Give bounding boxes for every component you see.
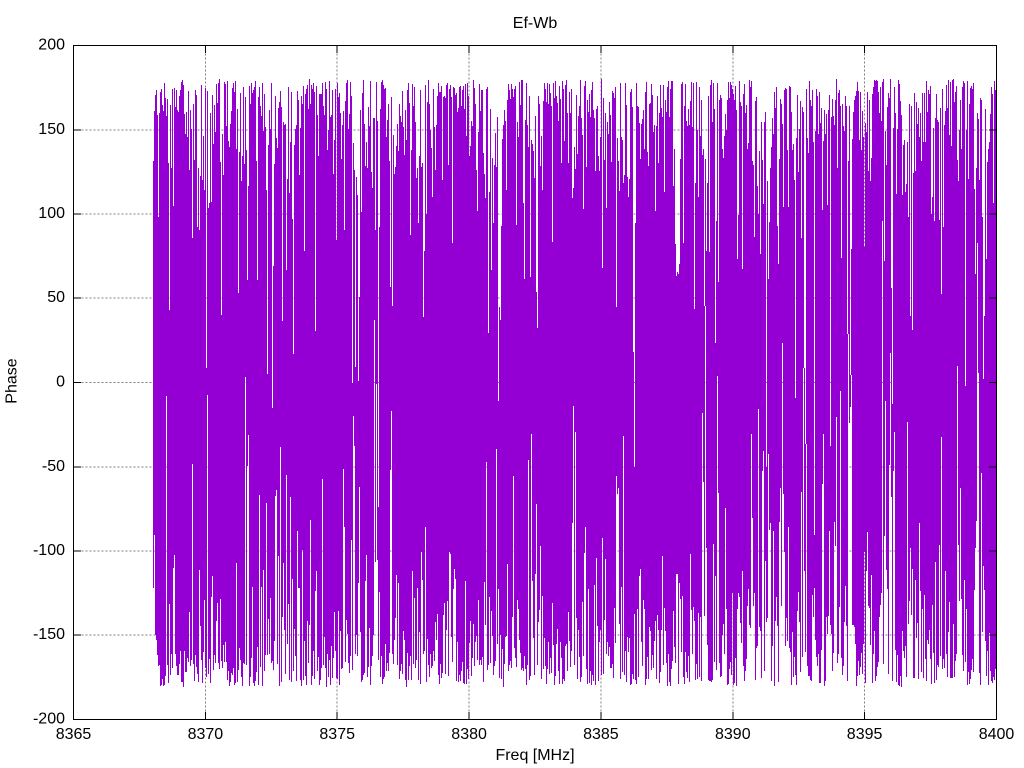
svg-text:8395: 8395: [847, 726, 883, 743]
svg-text:0: 0: [56, 374, 65, 391]
svg-text:50: 50: [47, 289, 65, 306]
svg-text:8385: 8385: [583, 726, 619, 743]
svg-text:8380: 8380: [451, 726, 487, 743]
svg-text:-100: -100: [33, 542, 65, 559]
svg-text:8375: 8375: [319, 726, 355, 743]
svg-text:8370: 8370: [188, 726, 224, 743]
svg-text:Freq [MHz]: Freq [MHz]: [495, 747, 574, 764]
svg-text:-200: -200: [33, 711, 65, 728]
svg-text:Phase: Phase: [4, 358, 21, 403]
svg-text:-150: -150: [33, 626, 65, 643]
svg-text:8365: 8365: [56, 726, 92, 743]
svg-text:Ef-Wb: Ef-Wb: [513, 15, 558, 32]
svg-text:8400: 8400: [979, 726, 1015, 743]
svg-text:100: 100: [38, 205, 65, 222]
svg-text:8390: 8390: [715, 726, 751, 743]
svg-text:150: 150: [38, 121, 65, 138]
svg-text:-50: -50: [42, 458, 65, 475]
svg-text:200: 200: [38, 37, 65, 54]
